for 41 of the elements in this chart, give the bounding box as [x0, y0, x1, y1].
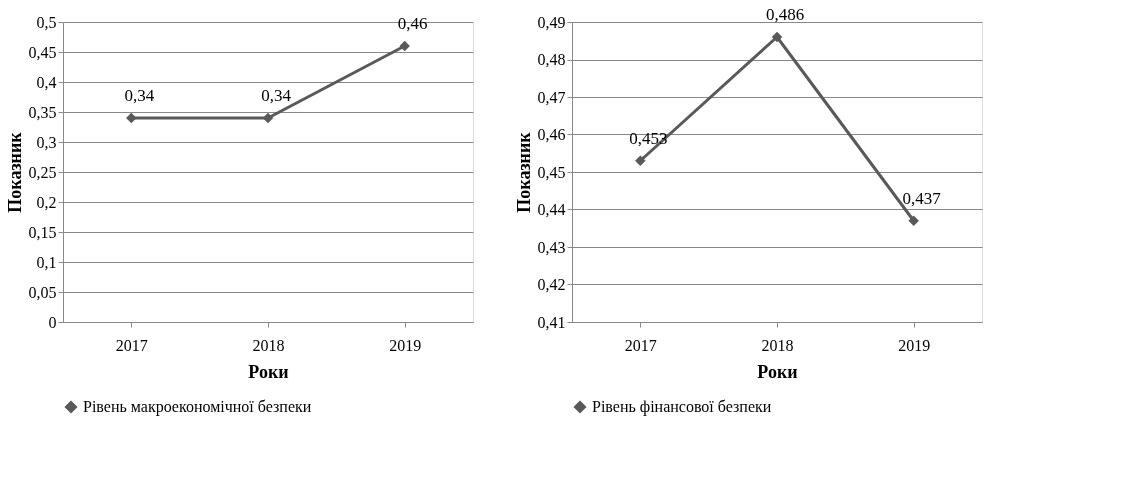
- x-tick-label: 2017: [624, 336, 657, 354]
- y-tick-label: 0,46: [537, 126, 566, 143]
- text: 0,34: [261, 86, 291, 105]
- text: 0,46: [397, 14, 428, 33]
- x-tick-label: 2019: [898, 336, 931, 354]
- y-tick-label: 0,5: [36, 13, 57, 31]
- y-tick-label: 0,3: [36, 133, 57, 151]
- x-axis-title: Роки: [757, 361, 798, 382]
- y-tick-label: 0,45: [537, 163, 566, 181]
- legend-label: Рівень макроекономічної безпеки: [83, 398, 312, 416]
- point: [635, 155, 646, 166]
- y-tick-label: 0,4: [36, 73, 57, 91]
- x-tick-label: 2018: [761, 336, 794, 354]
- text: 0,34: [124, 86, 155, 105]
- y-axis-title: Показник: [4, 131, 25, 213]
- text: 0,486: [765, 5, 805, 24]
- y-tick-label: 0,48: [537, 51, 566, 68]
- y-tick-label: 0,1: [36, 253, 57, 271]
- y-tick-label: 0,42: [537, 276, 566, 293]
- y-tick-label: 0,43: [537, 238, 566, 256]
- y-tick-label: 0,35: [28, 103, 57, 121]
- y-tick-label: 0,2: [36, 193, 57, 211]
- text: 0,453: [629, 128, 668, 148]
- y-tick-label: 0,44: [537, 201, 566, 218]
- point: [771, 31, 783, 43]
- y-tick-label: 0,25: [28, 163, 57, 181]
- x-tick-label: 2019: [389, 336, 422, 354]
- point: [908, 215, 919, 226]
- legend-label: Рівень фінансової безпеки: [592, 398, 772, 416]
- x-axis-title: Роки: [248, 361, 289, 382]
- y-tick-label: 0,15: [28, 223, 57, 241]
- y-tick-label: 0: [48, 313, 57, 331]
- y-tick-label: 0,05: [28, 283, 57, 301]
- y-tick-label: 0,45: [28, 43, 57, 61]
- y-tick-label: 0,49: [537, 13, 566, 31]
- x-tick-label: 2017: [115, 336, 148, 354]
- x-tick-label: 2018: [252, 336, 285, 354]
- text: 0,437: [902, 188, 941, 208]
- y-axis-title: Показник: [513, 131, 534, 213]
- y-tick-label: 0,47: [537, 88, 566, 106]
- y-tick-label: 0,41: [537, 313, 566, 331]
